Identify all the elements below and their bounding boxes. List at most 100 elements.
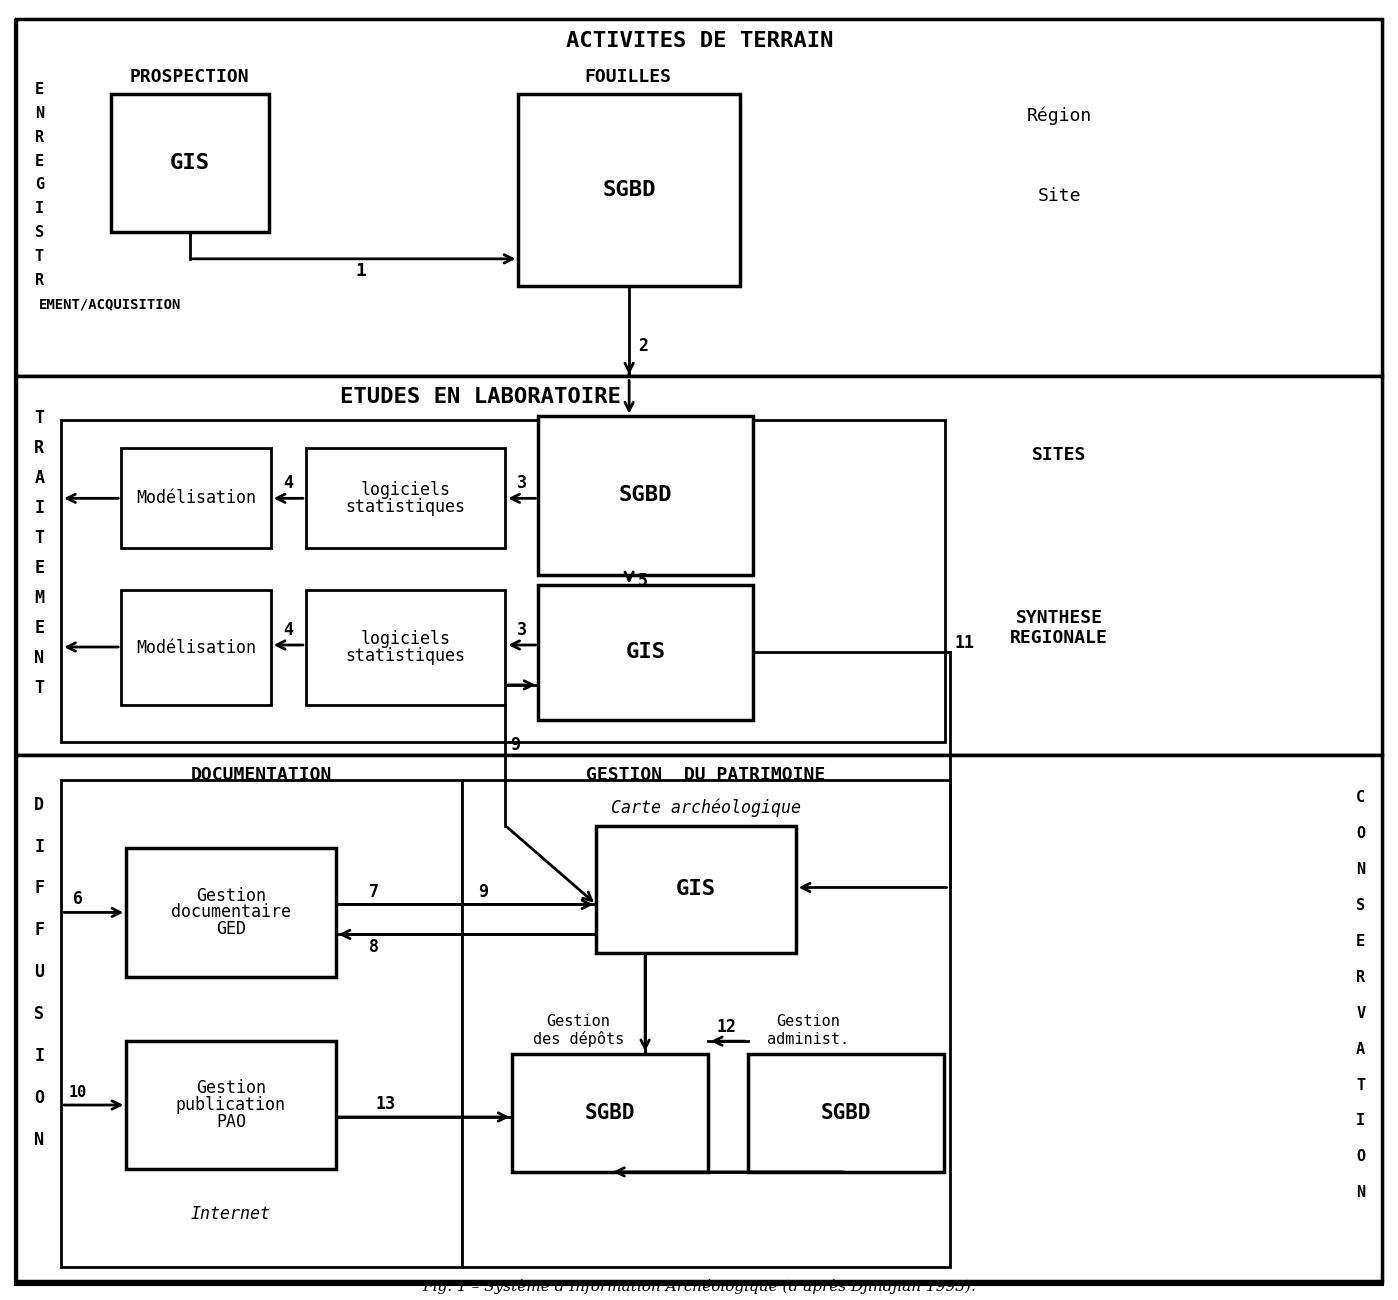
Bar xyxy=(126,1041,336,1169)
Text: I: I xyxy=(1356,1114,1366,1128)
Text: R: R xyxy=(1356,970,1366,985)
Bar xyxy=(126,848,336,978)
Text: ACTIVITES DE TERRAIN: ACTIVITES DE TERRAIN xyxy=(566,31,833,51)
Text: T: T xyxy=(35,250,43,264)
Text: GED: GED xyxy=(215,920,246,939)
Text: GIS: GIS xyxy=(171,153,210,173)
Text: A: A xyxy=(1356,1041,1366,1057)
Text: T: T xyxy=(1356,1078,1366,1092)
Text: R: R xyxy=(35,130,43,144)
Text: 1: 1 xyxy=(355,261,366,280)
Text: I: I xyxy=(35,499,45,517)
Text: GESTION  DU PATRIMOINE: GESTION DU PATRIMOINE xyxy=(586,766,826,784)
Text: O: O xyxy=(1356,826,1366,841)
Text: 12: 12 xyxy=(717,1018,737,1036)
Text: 9: 9 xyxy=(510,736,520,754)
Text: D: D xyxy=(35,796,45,814)
Text: N: N xyxy=(35,649,45,667)
Text: REGIONALE: REGIONALE xyxy=(1011,629,1109,647)
Text: I: I xyxy=(35,1046,45,1065)
Text: E: E xyxy=(35,82,43,96)
Text: logiciels: logiciels xyxy=(361,630,450,649)
Text: Gestion: Gestion xyxy=(196,1079,266,1097)
Text: C: C xyxy=(1356,790,1366,805)
Text: R: R xyxy=(35,273,43,289)
Bar xyxy=(17,20,1381,376)
Text: M: M xyxy=(35,589,45,607)
Text: 8: 8 xyxy=(369,939,379,957)
Text: S: S xyxy=(35,1005,45,1023)
Text: E: E xyxy=(35,559,45,577)
Bar xyxy=(62,780,463,1266)
Text: Modélisation: Modélisation xyxy=(136,489,256,507)
Text: Carte archéologique: Carte archéologique xyxy=(611,798,801,816)
Text: PAO: PAO xyxy=(215,1113,246,1131)
Text: SITES: SITES xyxy=(1032,446,1086,464)
Text: N: N xyxy=(35,1131,45,1149)
Text: G: G xyxy=(35,178,43,192)
Text: GIS: GIS xyxy=(677,880,716,900)
Text: 11: 11 xyxy=(955,634,974,653)
Text: GIS: GIS xyxy=(625,642,665,663)
Bar xyxy=(112,94,268,231)
Text: Gestion: Gestion xyxy=(776,1014,840,1028)
Text: Région: Région xyxy=(1026,107,1092,125)
Text: administ.: administ. xyxy=(766,1032,849,1046)
Text: 5: 5 xyxy=(637,572,649,590)
Text: Site: Site xyxy=(1037,187,1081,205)
Text: 4: 4 xyxy=(282,621,292,640)
Text: EMENT/ACQUISITION: EMENT/ACQUISITION xyxy=(39,298,182,312)
Text: 3: 3 xyxy=(517,621,527,640)
Bar xyxy=(538,585,754,720)
Bar xyxy=(538,416,754,575)
Text: Gestion: Gestion xyxy=(547,1014,610,1028)
Text: SGBD: SGBD xyxy=(619,485,672,506)
Text: Modélisation: Modélisation xyxy=(136,638,256,656)
Text: A: A xyxy=(35,469,45,488)
Text: DOCUMENTATION: DOCUMENTATION xyxy=(192,766,333,784)
Text: SGBD: SGBD xyxy=(821,1102,871,1123)
Text: O: O xyxy=(1356,1149,1366,1165)
Text: 13: 13 xyxy=(376,1095,396,1113)
Bar xyxy=(748,1054,944,1171)
Text: statistiques: statistiques xyxy=(345,647,466,664)
Text: N: N xyxy=(1356,1186,1366,1200)
Text: publication: publication xyxy=(176,1096,287,1114)
Text: des dépôts: des dépôts xyxy=(533,1031,624,1048)
Bar xyxy=(463,780,949,1266)
Text: SGBD: SGBD xyxy=(584,1102,636,1123)
Text: T: T xyxy=(35,529,45,547)
Text: documentaire: documentaire xyxy=(171,903,291,922)
Text: Fig. 1 – Système d’Information Archéologique (d’après Djindjian 1993).: Fig. 1 – Système d’Information Archéolog… xyxy=(422,1279,976,1294)
Text: E: E xyxy=(35,153,43,169)
Text: 2: 2 xyxy=(637,337,649,355)
Text: F: F xyxy=(35,922,45,940)
Text: FOUILLES: FOUILLES xyxy=(584,68,671,86)
Text: U: U xyxy=(35,963,45,982)
Text: PROSPECTION: PROSPECTION xyxy=(129,68,249,86)
Text: 7: 7 xyxy=(369,884,379,901)
Bar xyxy=(122,590,271,705)
Text: N: N xyxy=(1356,862,1366,878)
Text: N: N xyxy=(35,105,43,121)
Text: V: V xyxy=(1356,1006,1366,1021)
Text: I: I xyxy=(35,837,45,855)
Text: 9: 9 xyxy=(478,884,488,901)
Text: E: E xyxy=(35,619,45,637)
Bar xyxy=(122,448,271,549)
Text: logiciels: logiciels xyxy=(361,481,450,499)
Bar xyxy=(596,826,795,953)
Text: 3: 3 xyxy=(517,474,527,493)
Bar xyxy=(513,1054,707,1171)
Bar xyxy=(519,94,740,286)
Text: Gestion: Gestion xyxy=(196,887,266,905)
Text: 6: 6 xyxy=(73,891,84,909)
Bar xyxy=(62,420,945,742)
Text: ETUDES EN LABORATOIRE: ETUDES EN LABORATOIRE xyxy=(340,386,621,407)
Bar xyxy=(17,376,1381,755)
Text: E: E xyxy=(1356,933,1366,949)
Text: 10: 10 xyxy=(69,1084,87,1100)
Text: S: S xyxy=(35,225,43,240)
Text: I: I xyxy=(35,202,43,216)
Bar xyxy=(17,755,1381,1280)
